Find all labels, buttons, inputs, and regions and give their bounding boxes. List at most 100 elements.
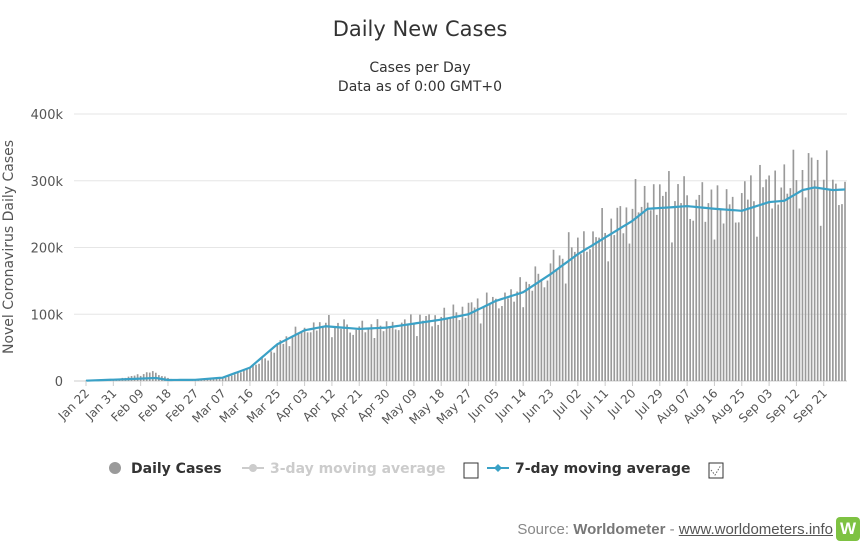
checkbox-7day-checked-icon[interactable] (708, 462, 724, 479)
bar (209, 378, 212, 381)
x-tick-label: Jul 20 (604, 386, 638, 420)
bar (589, 249, 591, 381)
bar (759, 164, 761, 381)
bar (634, 179, 637, 381)
bar (616, 207, 619, 381)
bar (458, 320, 461, 381)
bar (522, 307, 525, 381)
bar (495, 298, 497, 381)
bar (531, 290, 534, 381)
bar (671, 242, 673, 381)
bar (282, 343, 285, 381)
legend-item-7day-average[interactable]: 7-day moving average (487, 461, 691, 477)
bar (328, 315, 330, 381)
bar (816, 159, 819, 381)
bar (233, 374, 236, 381)
bar (148, 372, 151, 381)
legend-label-7day-average: 7-day moving average (515, 461, 691, 477)
y-tick-label: 300k (31, 175, 64, 190)
bar (391, 321, 394, 381)
bar (258, 363, 260, 381)
bar (504, 292, 506, 381)
bar (240, 372, 242, 381)
bar (255, 364, 257, 381)
legend-item-daily-cases[interactable]: Daily Cases (109, 461, 222, 477)
legend-item-3day-average[interactable]: 3-day moving average (242, 461, 446, 477)
bar (279, 340, 282, 381)
bar (668, 171, 670, 381)
bar (215, 378, 218, 381)
y-axis-label: Novel Coronavirus Daily Cases (1, 140, 17, 354)
bar (410, 314, 412, 381)
bar (756, 236, 758, 381)
bar (397, 330, 400, 381)
bar (461, 306, 464, 381)
bar (358, 326, 361, 381)
bar (716, 185, 719, 381)
bar (394, 329, 397, 381)
bar (145, 372, 148, 381)
bar (151, 371, 154, 381)
bar (437, 324, 440, 381)
bar (543, 287, 546, 381)
bar (577, 237, 579, 381)
bar (552, 249, 555, 381)
credit-source: Worldometer (573, 521, 666, 538)
bar (440, 316, 443, 381)
checkbox-3day-icon[interactable] (463, 462, 479, 479)
bar (607, 261, 610, 381)
bar (525, 281, 528, 381)
bar (473, 307, 476, 381)
bar (400, 322, 403, 381)
bar (610, 218, 613, 381)
y-axis-ticks: 0 100k 200k 300k 400k (31, 108, 64, 390)
legend-marker-daily-cases (109, 462, 121, 474)
bar (822, 179, 825, 381)
bar (434, 315, 436, 381)
legend-marker-3day (249, 464, 257, 472)
bar (753, 201, 755, 381)
bar (789, 188, 792, 381)
bar (485, 292, 488, 381)
credit-separator: - (665, 521, 679, 538)
bar (376, 319, 379, 381)
bar (695, 199, 698, 381)
bar (777, 204, 780, 381)
bar (227, 375, 230, 381)
bar (406, 323, 409, 381)
bar (252, 364, 254, 381)
bar (783, 164, 786, 381)
bar (713, 239, 716, 381)
bar (203, 379, 206, 381)
bar (309, 332, 312, 381)
bar (813, 180, 816, 381)
bar (288, 346, 291, 381)
bar (743, 181, 746, 381)
legend: Daily Cases 3-day moving average 7-day m… (109, 461, 724, 479)
chart-subtitle-2: Data as of 0:00 GMT+0 (338, 79, 502, 95)
bar (352, 334, 354, 381)
credit-link[interactable]: www.worldometers.info (678, 521, 833, 538)
bar (136, 374, 139, 381)
bar (510, 289, 512, 381)
bar (786, 193, 789, 381)
bar (825, 150, 828, 381)
bar (476, 298, 479, 381)
bar (701, 182, 704, 381)
bar (734, 222, 737, 381)
bar (707, 203, 710, 381)
bar (567, 232, 570, 381)
bar (537, 273, 540, 381)
bar (692, 220, 695, 381)
bar (835, 183, 837, 381)
bar (704, 221, 707, 381)
bar (747, 199, 749, 381)
y-tick-label: 400k (31, 108, 64, 123)
bar (768, 175, 770, 381)
bar (528, 284, 531, 381)
bar (631, 208, 634, 381)
bar (507, 298, 509, 381)
bar (419, 314, 421, 381)
bar (598, 237, 600, 381)
bar (221, 377, 224, 381)
